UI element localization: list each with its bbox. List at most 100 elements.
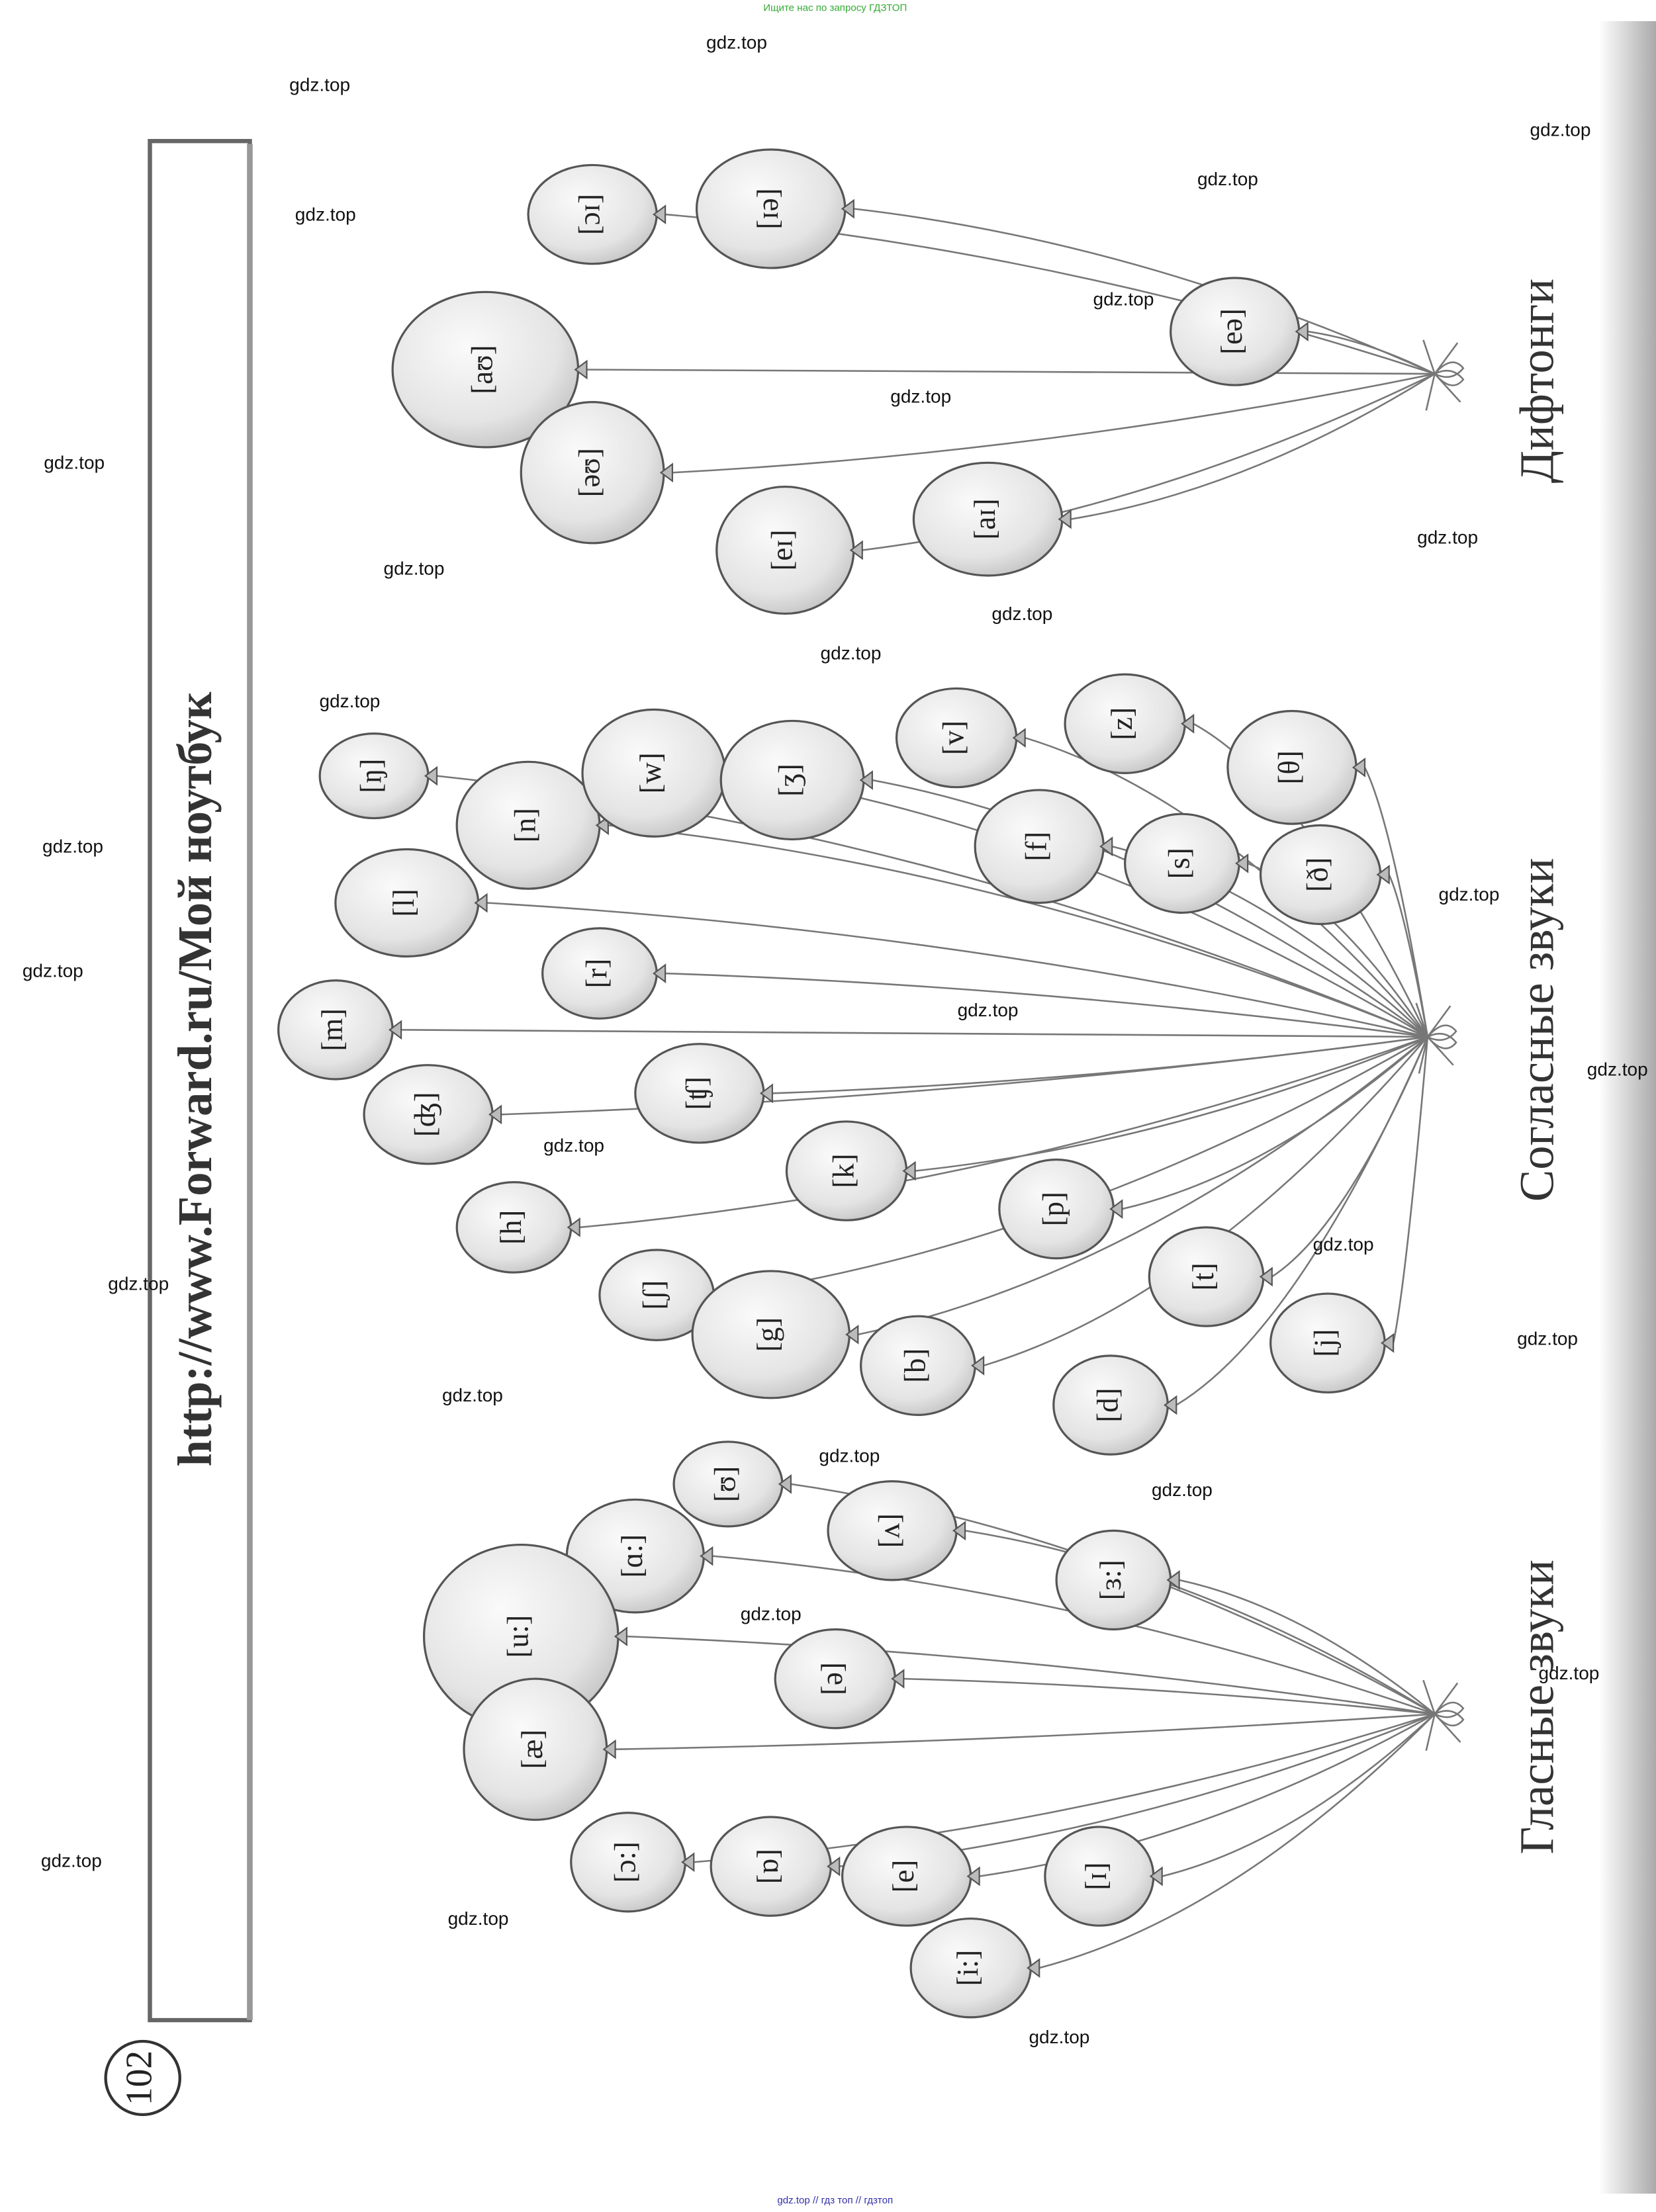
balloon-label: [ɔɪ]: [573, 194, 606, 235]
watermark: gdz.top: [295, 204, 356, 225]
balloon-label: [ʌ]: [872, 1513, 905, 1548]
watermark: gdz.top: [1530, 120, 1591, 140]
balloon-label: [j]: [1308, 1329, 1341, 1357]
balloon-label: [s]: [1162, 848, 1195, 879]
string: [979, 1713, 1436, 1877]
balloon-label: [p]: [1036, 1192, 1070, 1226]
balloon-tie: [488, 1104, 502, 1125]
balloon-label: [ɜ:]: [1094, 1560, 1127, 1600]
string: [665, 972, 1428, 1038]
watermark: gdz.top: [442, 1385, 503, 1405]
balloon-tie: [474, 893, 488, 913]
balloon-label: [h]: [494, 1210, 528, 1245]
balloon-tie: [1376, 864, 1390, 885]
balloon-tie: [1181, 713, 1195, 734]
string: [1175, 1036, 1429, 1406]
balloon-tie: [389, 1020, 402, 1040]
page-edge: [1598, 21, 1656, 2194]
balloon-tie: [574, 359, 588, 380]
watermark: gdz.top: [289, 75, 350, 95]
balloon-tie: [653, 963, 667, 984]
balloon-tie: [700, 1546, 713, 1566]
watermark: gdz.top: [741, 1604, 802, 1624]
balloon-label: [m]: [316, 1008, 349, 1051]
watermark: gdz.top: [819, 1446, 880, 1466]
watermark: gdz.top: [706, 32, 767, 53]
watermark: gdz.top: [1438, 884, 1499, 905]
balloon-label: [ʊ]: [708, 1466, 741, 1502]
watermark: gdz.top: [958, 1000, 1019, 1020]
balloon-label: [u:]: [501, 1615, 534, 1658]
watermark: gdz.top: [991, 603, 1052, 624]
balloon-label: [ʒ]: [772, 764, 805, 797]
string: [1307, 330, 1436, 375]
balloon-tie: [614, 1626, 627, 1647]
balloon-tie: [1099, 836, 1113, 857]
balloon-label: [ð]: [1301, 858, 1334, 892]
balloon-tie: [567, 1217, 580, 1237]
group-title: Гласные звуки: [1510, 1560, 1563, 1854]
group-title: Согласные звуки: [1510, 858, 1563, 1202]
balloon-label: [f]: [1019, 832, 1052, 862]
bow: [1422, 1679, 1465, 1751]
string: [1122, 1036, 1428, 1210]
header-note: Ищите нас по запросу ГДЗТОП: [763, 3, 907, 14]
balloon-tie: [681, 1852, 695, 1873]
balloon-tie: [424, 766, 438, 786]
balloon-label: [æ]: [516, 1730, 549, 1769]
watermark: gdz.top: [1152, 1480, 1213, 1500]
balloon-tie: [841, 199, 854, 219]
balloon-tie: [1295, 322, 1309, 341]
string: [1179, 1579, 1436, 1715]
balloon-tie: [952, 1521, 966, 1541]
balloon-tie: [891, 1669, 905, 1689]
balloon-tie: [827, 1856, 841, 1877]
string: [903, 1677, 1435, 1715]
balloon-label: [t]: [1187, 1262, 1220, 1290]
balloon-label: [v]: [937, 721, 970, 755]
watermark: gdz.top: [319, 691, 380, 711]
string: [1070, 373, 1436, 520]
balloon-label: [ʤ]: [408, 1092, 441, 1137]
balloon-label: [ʃ]: [637, 1280, 670, 1310]
page-number-circle: [104, 2039, 181, 2117]
balloon-label: [ə]: [815, 1662, 849, 1695]
balloon-tie: [595, 815, 609, 836]
balloon-tie: [1235, 853, 1249, 873]
balloon-label: [ɪə]: [751, 188, 784, 229]
page-number: 102: [118, 2051, 160, 2105]
watermark: gdz.top: [543, 1135, 604, 1156]
balloon-tie: [1109, 1199, 1123, 1219]
bow: [1422, 339, 1465, 411]
balloon-tie: [602, 1739, 616, 1759]
balloon-tie: [966, 1866, 980, 1886]
watermark: gdz.top: [1517, 1329, 1578, 1349]
balloon-tie: [1166, 1570, 1180, 1590]
string: [586, 369, 1435, 375]
string: [1162, 1713, 1436, 1877]
watermark: gdz.top: [1587, 1059, 1648, 1080]
balloon-label: [z]: [1105, 707, 1138, 740]
balloon-tie: [859, 770, 873, 790]
string: [579, 1036, 1428, 1229]
watermark: gdz.top: [23, 960, 83, 981]
string: [615, 1713, 1435, 1750]
balloon-tie: [1259, 1266, 1273, 1287]
balloon-label: [g]: [751, 1317, 784, 1352]
balloon-label: [aɪ]: [968, 499, 1001, 540]
balloon-tie: [971, 1355, 985, 1376]
footer-note: gdz.top // гдз топ // гдзтоп: [777, 2195, 893, 2206]
balloon-tie: [1164, 1395, 1177, 1415]
balloon-label: [aʊ]: [466, 345, 499, 394]
balloon-tie: [1058, 509, 1072, 529]
balloon-tie: [849, 540, 863, 560]
balloon-tie: [902, 1161, 916, 1181]
balloon-label: [l]: [387, 889, 420, 916]
watermark: gdz.top: [1093, 289, 1154, 310]
balloon-tie: [659, 463, 673, 483]
string: [1363, 767, 1429, 1038]
balloon-tie: [1352, 757, 1366, 777]
texts: Дифтонги [aʊ] [ɔɪ] [ɪə] [eə] [əʊ] [eɪ] [aɪ] Согл…: [23, 32, 1648, 2047]
balloon-tie: [845, 1324, 859, 1345]
